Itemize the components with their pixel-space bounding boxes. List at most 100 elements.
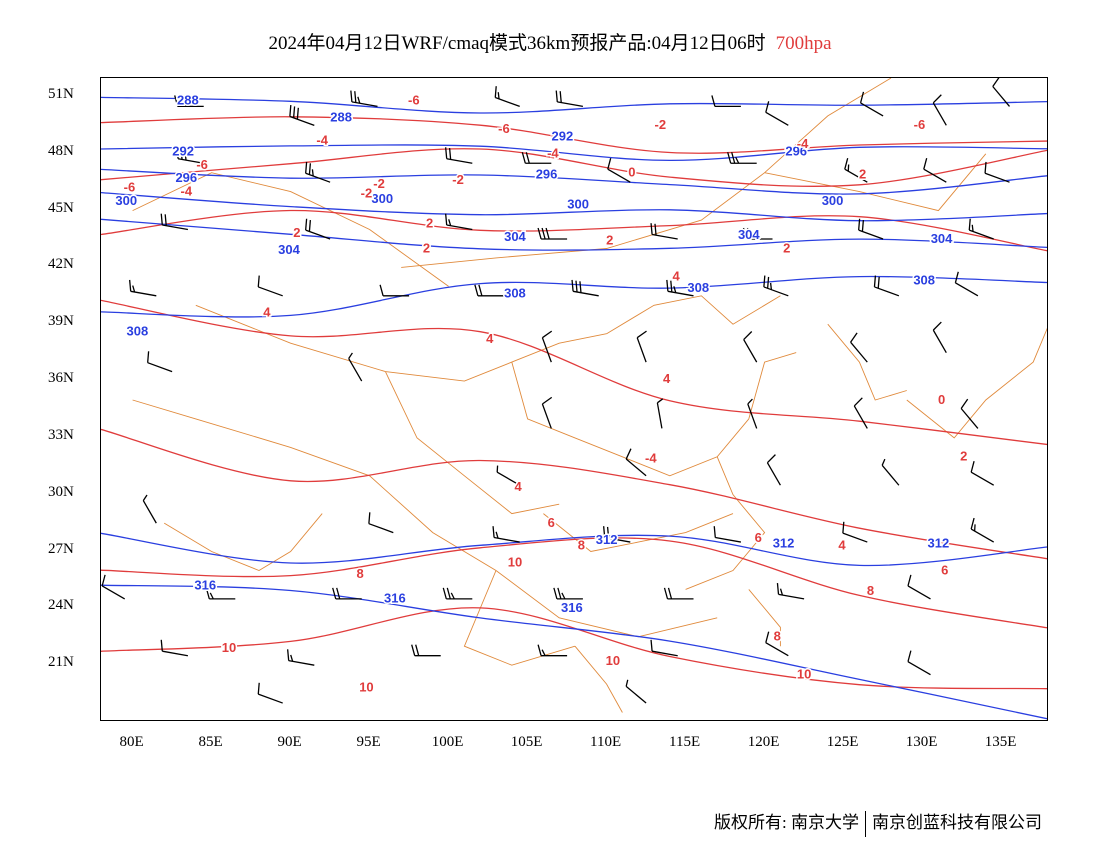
wind-barb [765, 631, 789, 657]
copyright-owner: 版权所有: 南京大学 [714, 813, 859, 832]
longitude-tick-label: 85E [198, 734, 223, 750]
temperature-contour-label: 8 [578, 538, 585, 553]
temperature-contour-label: 4 [486, 331, 494, 346]
temperature-contour-label: -6 [196, 157, 208, 172]
height-contour [101, 584, 1047, 720]
wind-barb [663, 587, 694, 600]
wind-barb [765, 101, 789, 126]
height-contour-label: 308 [126, 324, 148, 339]
wind-barb [858, 218, 884, 240]
wind-barb [474, 284, 504, 297]
wind-barb [625, 679, 647, 704]
boundary-line [543, 513, 734, 552]
height-contour [101, 168, 1047, 195]
wind-barb [776, 582, 805, 600]
latitude-tick-label: 51N [48, 85, 74, 102]
wind-barb [129, 279, 157, 297]
latitude-tick-label: 30N [48, 483, 74, 500]
temperature-contour-label: -2 [373, 176, 385, 191]
height-contour-label: 312 [928, 536, 950, 551]
temperature-contour-label: 6 [755, 530, 762, 545]
temperature-contour-label: 10 [508, 555, 522, 570]
wind-barb [607, 157, 631, 183]
wind-barb [844, 157, 868, 183]
longitude-tick-label: 95E [356, 734, 381, 750]
copyright-divider [865, 811, 866, 838]
height-contour [101, 532, 1047, 567]
wind-barb [411, 644, 441, 657]
temperature-contour-label: -6 [498, 121, 510, 136]
boundary-layer [132, 78, 1047, 713]
boundary-line [764, 153, 987, 212]
temperature-contour [101, 607, 1047, 690]
wind-barb [348, 352, 363, 382]
wind-barb [907, 650, 931, 676]
wind-barb [881, 458, 900, 486]
wind-barb [537, 227, 568, 240]
wind-barb [907, 574, 931, 600]
wind-barb [727, 152, 757, 164]
temperature-contour-label: 10 [359, 680, 373, 695]
longitude-tick-label: 130E [905, 734, 938, 750]
temperature-contour-layer [101, 116, 1047, 690]
latitude-tick-label: 27N [48, 540, 74, 557]
height-contour-label: 300 [567, 197, 589, 212]
height-contour [101, 275, 1047, 318]
wind-barb [368, 512, 394, 534]
wind-barb [650, 223, 678, 240]
latitude-tick-label: 36N [48, 370, 74, 387]
temperature-contour-label: -4 [645, 451, 657, 466]
wind-barb [160, 213, 189, 231]
temperature-contour-label: 6 [548, 515, 555, 530]
wind-barb [305, 161, 331, 183]
boundary-line [748, 352, 797, 420]
wind-barb [174, 95, 204, 108]
wind-barb [850, 332, 868, 363]
boundary-line [132, 172, 449, 287]
map-panel[interactable]: 288 288 292 292 296 296 296 300 300 300 300 304 304 3… [100, 77, 1048, 721]
wind-barb [445, 213, 473, 231]
wind-barb [379, 284, 410, 297]
temperature-contour-label: 2 [783, 240, 790, 255]
wind-barb [970, 517, 995, 543]
latitude-tick-label: 21N [48, 654, 74, 671]
temperature-contour-label: 4 [663, 371, 671, 386]
wind-barb [859, 91, 884, 117]
height-contour-label: 304 [738, 227, 760, 242]
temperature-contour [101, 209, 1047, 252]
map-title: 2024年04月12日WRF/cmaq模式36km预报产品:04月12日06时 7… [0, 28, 1100, 55]
wind-barb [205, 587, 236, 600]
height-contour-label: 300 [371, 191, 393, 206]
temperature-contour-label: 10 [222, 640, 236, 655]
boundary-line [748, 589, 781, 647]
boundary-line [827, 323, 907, 401]
wind-barb [873, 275, 900, 297]
wind-barb [711, 95, 741, 108]
height-contour-label: 308 [687, 280, 709, 295]
wind-barb [257, 682, 283, 704]
temperature-contour-label: 2 [426, 216, 433, 231]
height-contour [101, 96, 1047, 114]
temperature-contour-label: -6 [914, 117, 926, 132]
wind-barb [541, 330, 553, 363]
temperature-contour-label: -2 [452, 172, 464, 187]
longitude-tick-label: 90E [277, 734, 302, 750]
wind-barb [287, 649, 315, 666]
copyright-footer: 版权所有: 南京大学 南京创蓝科技有限公司 [714, 808, 1042, 838]
wind-barb [992, 78, 1010, 107]
height-contour [101, 191, 1047, 222]
longitude-tick-label: 100E [431, 734, 464, 750]
wind-barb [492, 526, 520, 543]
height-contour-label: 316 [561, 600, 583, 615]
height-contour-label: 308 [913, 272, 935, 287]
height-contour-label: 312 [596, 532, 618, 547]
boundary-line [132, 399, 718, 638]
temperature-contour-label: -6 [408, 93, 420, 108]
temperature-contour-label: -4 [547, 146, 559, 161]
wind-barb [743, 331, 758, 363]
height-contour-label: 304 [278, 242, 300, 257]
wind-barb [541, 396, 553, 429]
temperature-contour [101, 428, 1047, 560]
temperature-contour [101, 299, 1047, 446]
wind-barb [445, 147, 473, 164]
